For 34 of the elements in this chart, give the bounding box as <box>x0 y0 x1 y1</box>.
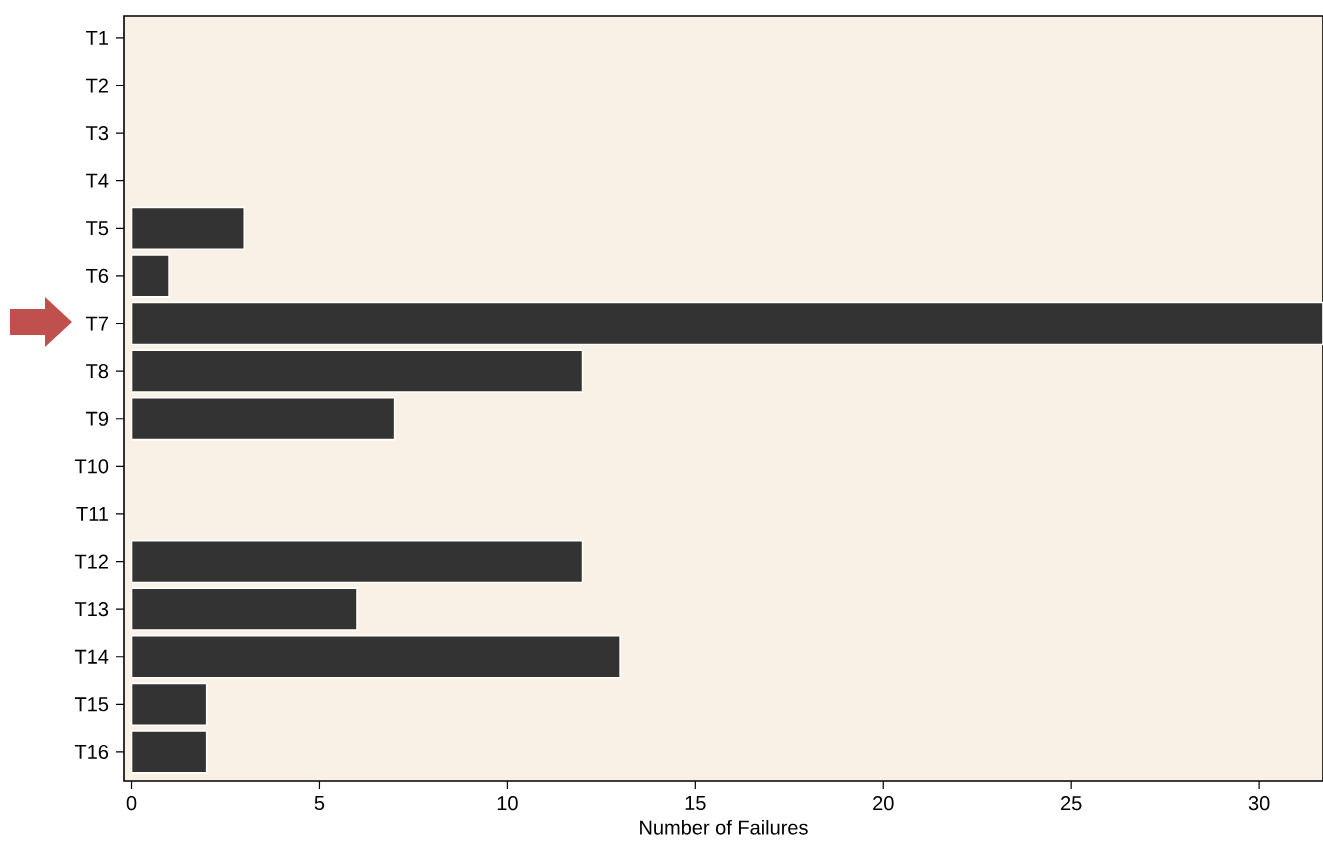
y-tick-label: T16 <box>74 744 109 760</box>
y-tick-label: T4 <box>86 173 109 188</box>
bar <box>130 587 358 631</box>
y-tick-label: T3 <box>86 126 109 141</box>
y-tick-label: T15 <box>74 697 109 712</box>
y-tick-label: T2 <box>86 78 108 93</box>
bar <box>130 301 1323 346</box>
y-tick-label: T1 <box>86 31 108 45</box>
x-tick-label: 30 <box>1248 796 1270 811</box>
y-tick-label: T5 <box>86 221 109 236</box>
y-tick-label: T10 <box>74 459 109 474</box>
x-tick-label: 5 <box>314 796 325 811</box>
x-tick-label: 15 <box>685 796 706 811</box>
bar <box>130 635 621 679</box>
y-tick-label: T11 <box>76 507 108 521</box>
bar <box>130 682 208 727</box>
x-tick-label: 25 <box>1061 796 1082 811</box>
bar <box>130 730 208 774</box>
y-tick-label: T14 <box>74 649 109 664</box>
bar <box>130 254 170 298</box>
bar <box>130 539 584 584</box>
y-tick-label: T12 <box>74 554 108 569</box>
y-tick-label: T13 <box>74 602 109 617</box>
y-tick-label: T6 <box>86 268 109 283</box>
x-tick-label: 20 <box>873 796 894 811</box>
bar <box>130 206 246 251</box>
bar <box>130 349 584 393</box>
x-tick-label: 0 <box>126 796 137 811</box>
x-axis-title: Number of Failures <box>640 819 808 835</box>
bar <box>130 396 396 441</box>
y-tick-label: T9 <box>86 411 109 426</box>
y-tick-label: T8 <box>86 364 109 379</box>
x-tick-label: 10 <box>497 796 518 811</box>
y-tick-label: T7 <box>86 316 108 331</box>
